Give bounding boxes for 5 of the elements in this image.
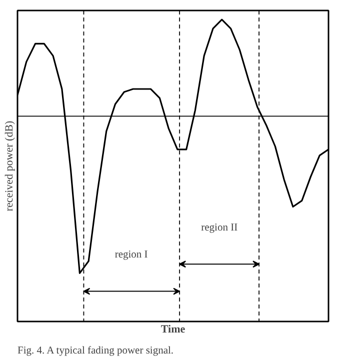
x-axis-title: Time — [160, 324, 186, 336]
annotation: region I — [114, 250, 148, 261]
y-axis-title: received power (dB) — [4, 120, 16, 212]
annotation: region II — [201, 222, 238, 234]
caption: Fig. 4. A typical fading power signal. — [18, 346, 174, 356]
